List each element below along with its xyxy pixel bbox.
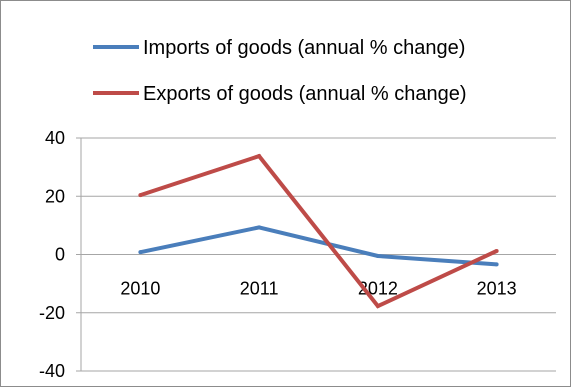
data-point	[375, 253, 380, 258]
legend: Imports of goods (annual % change) Export…	[93, 37, 467, 105]
data-point	[138, 193, 143, 198]
y-tick-label: 0	[55, 245, 65, 265]
series-line-2	[139, 153, 498, 309]
x-tick-label: 2013	[477, 279, 517, 299]
series-lines	[138, 153, 499, 309]
x-tick-label: 2011	[240, 279, 279, 299]
legend-label-2: Exports of goods (annual % change)	[143, 83, 467, 105]
y-tick-label: -40	[39, 361, 65, 381]
series-line-1	[139, 225, 497, 267]
data-point	[375, 304, 380, 309]
data-point	[138, 250, 143, 255]
legend-label-1: Imports of goods (annual % change)	[143, 37, 465, 59]
data-point	[257, 154, 262, 159]
y-tick-label: 40	[45, 128, 65, 148]
data-point	[494, 249, 499, 254]
data-point	[257, 225, 262, 230]
x-axis-labels: 2010 2011 2012 2013	[120, 279, 516, 299]
data-point	[494, 262, 499, 267]
y-axis: 40 20 0 -20 -40	[39, 128, 82, 381]
x-tick-label: 2010	[120, 279, 160, 299]
gridlines	[81, 137, 556, 372]
y-tick-label: -20	[39, 303, 65, 323]
y-tick-label: 20	[45, 186, 65, 206]
